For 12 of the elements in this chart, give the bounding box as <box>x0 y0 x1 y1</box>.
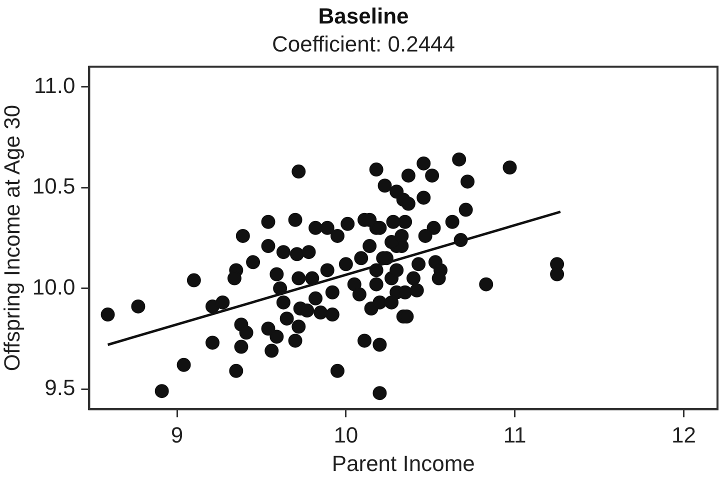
y-axis-title: Offspring Income at Age 30 <box>0 104 24 372</box>
y-tick-label: 11.0 <box>34 73 76 98</box>
x-tick-label: 12 <box>671 422 696 448</box>
x-tick-label: 11 <box>503 422 526 448</box>
y-tick-label: 10.0 <box>32 274 76 300</box>
y-tick-label: 10.5 <box>32 174 76 199</box>
x-axis-title: Parent Income <box>332 450 475 476</box>
x-tick-label: 9 <box>170 422 184 448</box>
y-tick-label: 9.5 <box>44 375 76 400</box>
chart-subtitle: Coefficient: 0.2444 <box>272 32 456 57</box>
x-tick-label: 10 <box>334 422 358 448</box>
chart-title: Baseline <box>318 3 409 28</box>
